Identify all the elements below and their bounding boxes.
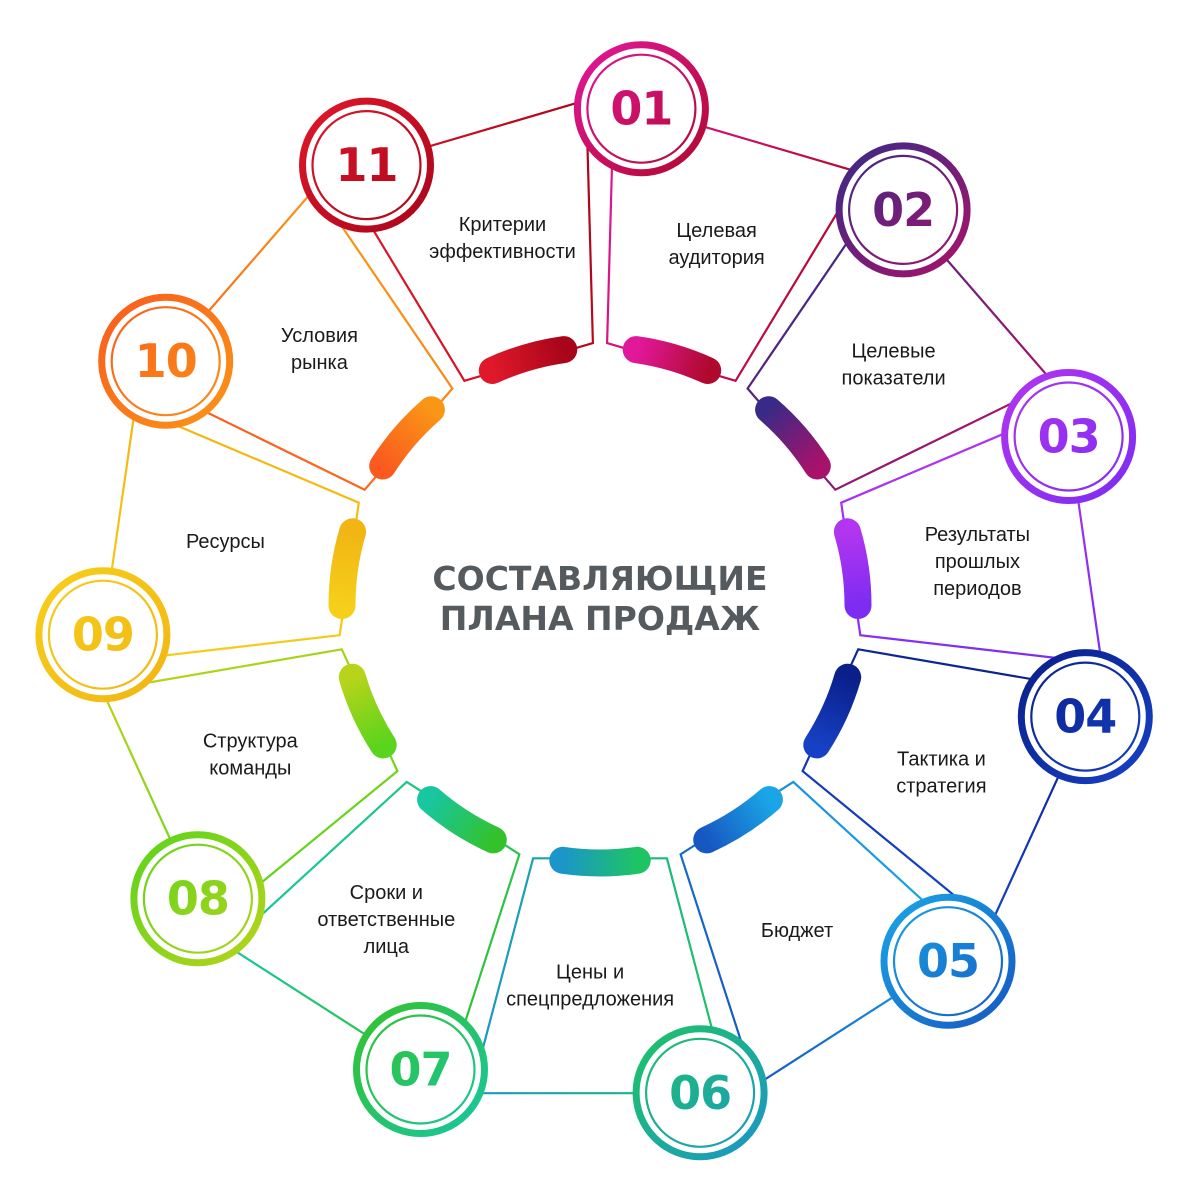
inner-arcs-layer (328, 336, 872, 877)
badge-inner-ring-2 (847, 154, 959, 265)
step-number-3: 03 (1038, 410, 1100, 464)
step-badge-9: 09 (35, 567, 171, 703)
badge-inner-ring-8 (142, 843, 253, 954)
segment-label-3-line-3: периодов (933, 578, 1021, 600)
step-badge-5: 05 (880, 893, 1016, 1029)
segment-label-2-line-1: Целевые (852, 340, 936, 362)
segment-label-8: Структура команды (203, 730, 299, 779)
inner-arc-9 (328, 518, 367, 619)
badge-outer-ring-4 (1017, 649, 1153, 785)
badge-inner-ring-5 (892, 906, 1004, 1017)
segment-label-9: Ресурсы (186, 531, 265, 553)
segment-label-7: Сроки и ответственные лица (317, 882, 455, 958)
segment-label-10: Условия рынка (281, 325, 358, 374)
segment-label-4: Тактика и стратегия (896, 748, 986, 797)
step-badge-1: 01 (573, 41, 709, 177)
step-badge-8: 08 (130, 831, 266, 967)
diagram-title-line-2: ПЛАНА ПРОДАЖ (440, 599, 760, 638)
inner-arc-3 (833, 518, 872, 619)
inner-arc-8 (338, 663, 397, 759)
inner-arc-11 (478, 336, 578, 384)
segment-label-10-line-2: рынка (291, 352, 349, 374)
segment-label-2-line-2: показатели (842, 367, 946, 389)
badge-outer-ring-2 (835, 142, 971, 278)
step-number-5: 05 (917, 934, 979, 988)
diagram-title-line-1: СОСТАВЛЯЮЩИЕ (432, 559, 767, 598)
inner-arc-1 (622, 336, 722, 384)
badge-inner-ring-9 (47, 579, 159, 690)
badge-inner-ring-1 (586, 53, 697, 164)
segment-label-3-line-2: прошлых (935, 551, 1020, 573)
segment-label-3: Результаты прошлых периодов (925, 524, 1030, 600)
segment-label-5: Бюджет (761, 920, 833, 942)
step-number-7: 07 (389, 1043, 451, 1097)
badge-inner-ring-7 (365, 1014, 476, 1125)
inner-arc-2 (755, 396, 831, 480)
segment-label-7-line-1: Сроки и (350, 882, 423, 904)
step-badge-2: 02 (835, 142, 971, 278)
step-badge-3: 03 (1001, 369, 1137, 504)
step-number-9: 09 (72, 608, 134, 662)
step-badge-4: 04 (1017, 649, 1153, 785)
segment-label-3-line-1: Результаты (925, 524, 1030, 546)
badge-outer-ring-1 (573, 41, 709, 177)
segment-label-4-line-1: Тактика и (897, 748, 986, 770)
segment-label-9-line-1: Ресурсы (186, 531, 265, 553)
step-badge-11: 11 (299, 97, 434, 233)
inner-arc-5 (693, 786, 783, 854)
step-number-4: 04 (1054, 690, 1116, 744)
badge-inner-ring-3 (1013, 381, 1124, 492)
badge-inner-ring-4 (1030, 661, 1141, 772)
badge-inner-ring-10 (110, 306, 221, 417)
badge-inner-ring-6 (644, 1037, 756, 1148)
step-badge-7: 07 (353, 1002, 488, 1137)
badge-outer-ring-6 (632, 1025, 768, 1161)
segment-label-6-line-2: спецпредложения (506, 988, 674, 1010)
badge-outer-ring-5 (880, 893, 1016, 1029)
segment-label-11-line-2: эффективности (429, 241, 576, 263)
badge-outer-ring-8 (130, 831, 266, 967)
segment-label-5-line-1: Бюджет (761, 920, 833, 942)
badges-layer: 01 02 03 04 05 06 07 08 09 10 11 (35, 41, 1153, 1161)
inner-arc-6 (549, 846, 651, 877)
segment-label-10-line-1: Условия (281, 325, 358, 347)
segment-label-1-line-1: Целевая (676, 220, 756, 242)
inner-arc-7 (417, 786, 507, 854)
segment-label-4-line-2: стратегия (896, 775, 986, 797)
badge-outer-ring-9 (35, 567, 171, 703)
badge-outer-ring-7 (353, 1002, 488, 1137)
segment-label-7-line-3: лица (364, 936, 410, 958)
segment-label-7-line-2: ответственные (317, 909, 455, 931)
segment-label-11: Критерии эффективности (429, 214, 576, 263)
step-number-2: 02 (872, 183, 934, 237)
step-number-11: 11 (335, 138, 397, 192)
labels-layer: Целевая аудитория Целевые показатели Результ… (186, 214, 1030, 1010)
segment-label-1-line-2: аудитория (668, 247, 764, 269)
segment-label-6: Цены и спецпредложения (506, 961, 674, 1010)
segment-label-8-line-1: Структура (203, 730, 299, 752)
badge-inner-ring-11 (311, 110, 422, 221)
segment-label-6-line-1: Цены и (556, 961, 624, 983)
step-number-10: 10 (135, 334, 197, 388)
badge-outer-ring-11 (299, 97, 434, 233)
segment-label-11-line-1: Критерии (459, 214, 546, 236)
badge-outer-ring-3 (1001, 369, 1137, 504)
step-badge-10: 10 (98, 293, 234, 429)
step-number-6: 06 (669, 1066, 731, 1120)
inner-arc-10 (369, 396, 445, 480)
badge-outer-ring-10 (98, 293, 234, 429)
step-number-1: 01 (610, 82, 672, 136)
inner-arc-4 (803, 663, 862, 759)
segment-label-8-line-2: команды (209, 757, 291, 779)
segment-label-2: Целевые показатели (842, 340, 946, 389)
segment-label-1: Целевая аудитория (668, 220, 764, 269)
step-number-8: 08 (167, 872, 229, 926)
step-badge-6: 06 (632, 1025, 768, 1161)
